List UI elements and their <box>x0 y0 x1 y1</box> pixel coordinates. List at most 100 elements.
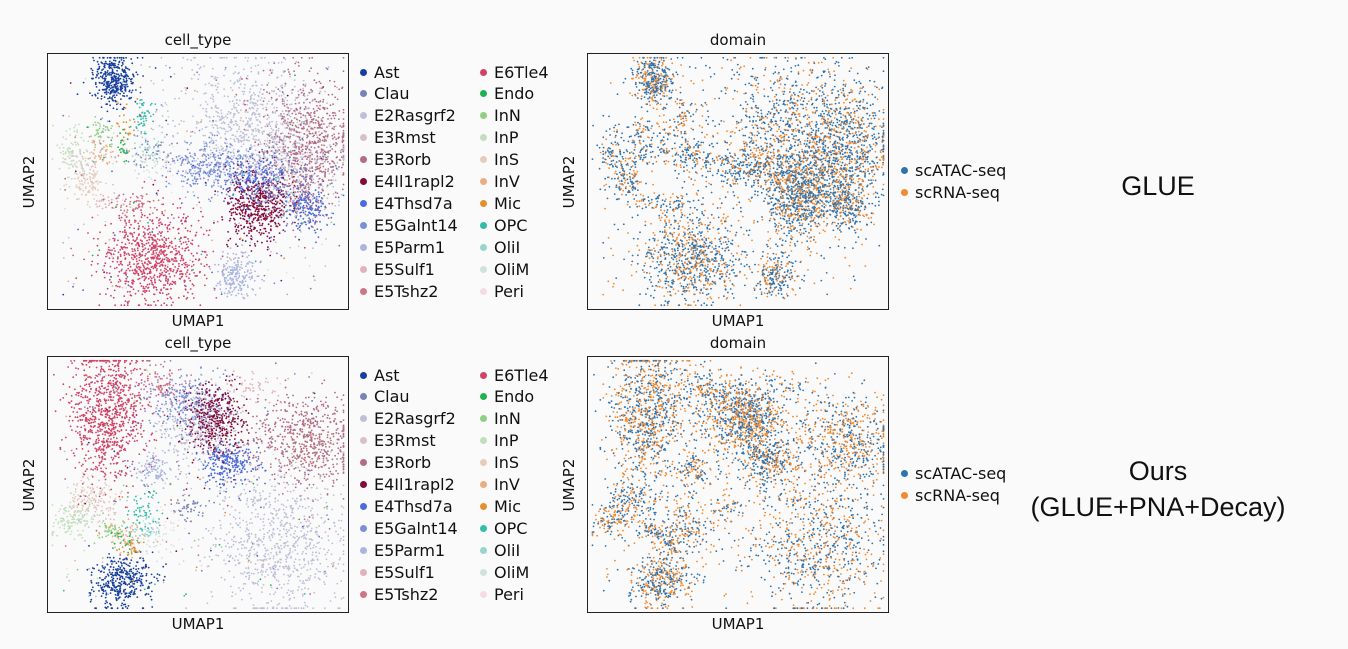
cell-type-point <box>133 163 136 166</box>
cell-type-point <box>203 145 206 148</box>
cell-type-point <box>304 193 306 196</box>
cell-type-point <box>179 197 181 200</box>
cell-type-point <box>341 135 344 138</box>
cell-type-point <box>224 181 227 184</box>
cell-type-point <box>62 293 65 296</box>
cell-type-point <box>300 168 302 170</box>
cell-type-point <box>91 77 94 80</box>
cell-type-point <box>253 112 256 114</box>
cell-type-point <box>292 179 295 182</box>
cell-type-point <box>139 164 142 167</box>
cell-type-point <box>224 66 227 69</box>
cell-type-point <box>223 292 226 295</box>
cell-type-point <box>299 224 302 227</box>
cell-type-point <box>148 231 151 234</box>
cell-type-point <box>235 264 238 266</box>
cell-type-point <box>275 106 278 109</box>
cell-type-point <box>216 160 219 163</box>
cell-type-point <box>276 207 279 210</box>
cell-type-point <box>136 247 139 250</box>
cell-type-point <box>164 209 166 212</box>
cell-type-point <box>297 96 300 98</box>
cell-type-point <box>263 175 266 177</box>
cell-type-point <box>308 192 311 195</box>
cell-type-point <box>99 193 102 196</box>
cell-type-point <box>95 180 97 183</box>
cell-type-point <box>338 118 340 120</box>
cell-type-point <box>284 144 287 147</box>
cell-type-point <box>267 187 269 189</box>
cell-type-point <box>274 110 277 113</box>
cell-type-point <box>265 176 268 179</box>
cell-type-point <box>212 126 215 129</box>
cell-type-point <box>100 131 103 134</box>
cell-type-point <box>250 229 253 231</box>
cell-type-point <box>191 69 194 71</box>
cell-type-point <box>259 205 262 207</box>
cell-type-point <box>132 239 135 242</box>
cell-type-point <box>315 166 317 168</box>
cell-type-point <box>110 91 113 94</box>
cell-type-point <box>262 100 265 103</box>
cell-type-point <box>154 154 157 156</box>
cell-type-point <box>115 73 118 75</box>
cell-type-point <box>103 154 105 157</box>
cell-type-point <box>133 248 136 251</box>
cell-type-point <box>257 72 260 75</box>
cell-type-point <box>153 161 156 163</box>
cell-type-point <box>126 95 128 97</box>
cell-type-point <box>236 168 239 171</box>
cell-type-point <box>304 122 307 125</box>
cell-type-point <box>120 64 123 67</box>
cell-type-point <box>256 240 259 243</box>
cell-type-point <box>341 141 344 144</box>
cell-type-point <box>152 253 155 255</box>
cell-type-point <box>256 104 259 107</box>
cell-type-point <box>105 182 107 185</box>
cell-type-point <box>129 203 131 206</box>
cell-type-point <box>225 277 228 279</box>
cell-type-point <box>239 161 242 163</box>
cell-type-point <box>162 151 165 154</box>
cell-type-point <box>217 179 220 181</box>
cell-type-point <box>245 159 247 162</box>
cell-type-point <box>294 124 297 127</box>
cell-type-point <box>303 101 305 104</box>
cell-type-point <box>81 173 84 175</box>
cell-type-point <box>148 171 151 173</box>
cell-type-point <box>106 86 108 89</box>
cell-type-point <box>235 275 238 278</box>
cell-type-point <box>114 96 116 99</box>
cell-type-point <box>285 272 288 274</box>
cell-type-point <box>262 93 264 95</box>
cell-type-point <box>302 175 304 178</box>
cell-type-point <box>306 158 308 160</box>
cell-type-point <box>238 190 241 193</box>
cell-type-point <box>241 157 244 160</box>
cell-type-point <box>288 182 290 185</box>
cell-type-point <box>328 122 331 125</box>
cell-type-point <box>247 136 250 139</box>
cell-type-point <box>167 224 169 227</box>
cell-type-point <box>170 183 172 186</box>
cell-type-point <box>265 230 267 233</box>
cell-type-point <box>121 108 124 110</box>
cell-type-point <box>116 203 118 206</box>
cell-type-point <box>245 154 247 156</box>
cell-type-point <box>299 153 302 155</box>
cell-type-point <box>199 206 202 209</box>
cell-type-point <box>301 138 304 140</box>
cell-type-point <box>268 171 271 174</box>
cell-type-point <box>272 193 275 195</box>
cell-type-point <box>158 224 161 227</box>
cell-type-point <box>314 168 317 171</box>
cell-type-point <box>296 187 298 190</box>
cell-type-point <box>104 129 107 131</box>
cell-type-point <box>265 172 267 175</box>
cell-type-point <box>223 56 226 59</box>
cell-type-point <box>263 142 266 145</box>
cell-type-point <box>292 189 295 191</box>
cell-type-point <box>152 256 154 258</box>
cell-type-point <box>190 185 193 188</box>
cell-type-point <box>167 279 170 281</box>
